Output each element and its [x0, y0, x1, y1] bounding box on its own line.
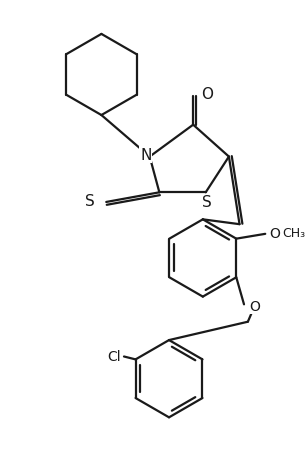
Text: O: O — [269, 226, 280, 241]
Text: N: N — [140, 148, 152, 163]
Text: S: S — [85, 194, 95, 209]
Text: S: S — [202, 195, 212, 210]
Text: Cl: Cl — [107, 349, 121, 363]
Text: O: O — [249, 300, 260, 313]
Text: CH₃: CH₃ — [283, 227, 306, 240]
Text: O: O — [201, 87, 213, 102]
